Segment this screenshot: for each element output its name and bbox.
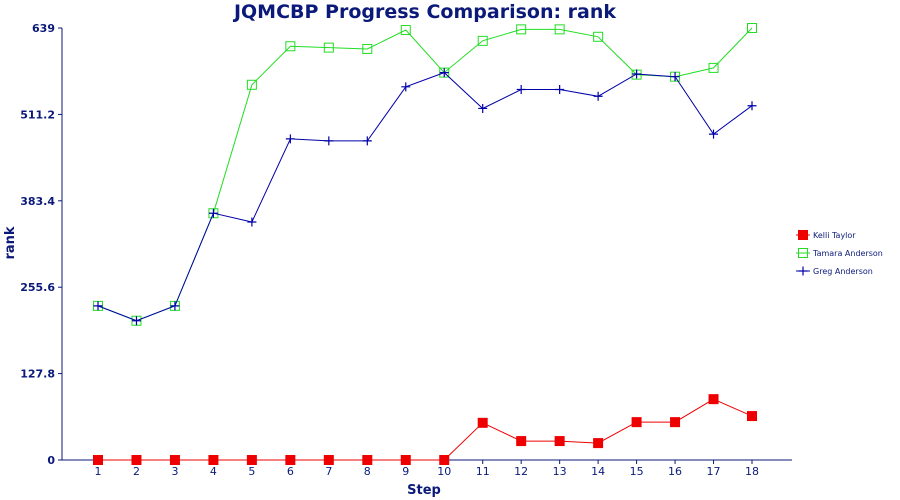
series-layer — [93, 23, 757, 465]
data-point-greg-anderson — [555, 85, 565, 95]
legend-marker — [798, 230, 808, 240]
legend-item-tamara-anderson: Tamara Anderson — [796, 248, 883, 258]
data-point-greg-anderson — [131, 316, 141, 326]
data-point-kelli-taylor — [477, 417, 488, 428]
data-point-tamara-anderson — [477, 35, 488, 46]
data-point-greg-anderson — [247, 217, 257, 227]
x-tick-label: 10 — [437, 465, 451, 478]
data-point-tamara-anderson — [400, 25, 411, 36]
legend-label: Tamara Anderson — [812, 249, 883, 258]
data-point-greg-anderson — [593, 91, 603, 101]
data-point-kelli-taylor — [747, 411, 757, 422]
x-tick-label: 8 — [364, 465, 371, 478]
data-point-tamara-anderson — [362, 43, 373, 54]
data-point-greg-anderson — [709, 129, 719, 139]
y-tick-label: 639 — [32, 22, 55, 35]
data-point-tamara-anderson — [516, 24, 527, 35]
x-tick-label: 15 — [630, 465, 644, 478]
data-point-greg-anderson — [324, 136, 334, 146]
x-tick-label: 18 — [745, 465, 759, 478]
data-point-kelli-taylor — [169, 455, 180, 465]
series-greg-anderson — [93, 68, 757, 326]
data-point-greg-anderson — [170, 301, 180, 311]
data-point-greg-anderson — [478, 103, 488, 113]
legend-item-greg-anderson: Greg Anderson — [796, 266, 873, 276]
x-tick-label: 13 — [553, 465, 567, 478]
data-point-greg-anderson — [401, 82, 411, 92]
x-tick-label: 11 — [476, 465, 490, 478]
data-point-greg-anderson — [670, 72, 680, 82]
data-point-kelli-taylor — [93, 455, 103, 465]
data-point-greg-anderson — [208, 208, 218, 218]
data-point-kelli-taylor — [708, 394, 719, 405]
data-point-tamara-anderson — [708, 62, 719, 73]
x-tick-label: 17 — [707, 465, 721, 478]
data-point-kelli-taylor — [631, 417, 642, 428]
data-point-kelli-taylor — [516, 436, 527, 447]
data-point-kelli-taylor — [285, 455, 296, 465]
x-tick-label: 1 — [95, 465, 102, 478]
data-point-kelli-taylor — [246, 455, 257, 465]
chart-title: JQMCBP Progress Comparison: rank — [232, 1, 616, 23]
data-point-greg-anderson — [439, 68, 449, 78]
series-line-tamara-anderson — [97, 27, 753, 322]
data-point-kelli-taylor — [439, 455, 450, 465]
x-tick-label: 14 — [591, 465, 605, 478]
legend-label: Greg Anderson — [813, 267, 873, 276]
data-point-kelli-taylor — [554, 436, 565, 447]
data-point-greg-anderson — [362, 136, 372, 146]
y-axis-label: rank — [3, 226, 18, 259]
data-point-greg-anderson — [632, 69, 642, 79]
data-point-tamara-anderson — [554, 24, 565, 35]
data-point-tamara-anderson — [323, 42, 334, 53]
legend: Kelli Taylor Tamara Anderson Greg Anderson — [796, 230, 883, 276]
legend-label: Kelli Taylor — [813, 231, 856, 240]
data-point-kelli-taylor — [323, 455, 334, 465]
data-point-greg-anderson — [516, 85, 526, 95]
data-point-tamara-anderson — [285, 41, 296, 52]
x-tick-label: 7 — [325, 465, 332, 478]
data-point-tamara-anderson — [593, 31, 604, 42]
data-point-kelli-taylor — [208, 455, 219, 465]
series-tamara-anderson — [93, 23, 757, 326]
legend-marker — [798, 248, 808, 258]
x-tick-label: 6 — [287, 465, 294, 478]
data-point-kelli-taylor — [400, 455, 411, 465]
series-line-greg-anderson — [97, 72, 753, 322]
series-kelli-taylor — [93, 394, 757, 465]
x-axis-label: Step — [407, 483, 441, 498]
data-point-kelli-taylor — [362, 455, 373, 465]
x-tick-label: 12 — [514, 465, 528, 478]
y-tick-label: 127.8 — [20, 368, 55, 381]
data-point-greg-anderson — [285, 134, 295, 144]
x-tick-label: 9 — [402, 465, 409, 478]
data-point-kelli-taylor — [593, 438, 604, 449]
series-line-kelli-taylor — [98, 398, 753, 461]
y-tick-label: 383.4 — [20, 195, 55, 208]
data-point-kelli-taylor — [131, 455, 142, 465]
legend-marker — [798, 266, 808, 276]
data-point-kelli-taylor — [670, 417, 681, 428]
x-tick-label: 3 — [171, 465, 178, 478]
data-point-greg-anderson — [93, 301, 103, 311]
data-point-greg-anderson — [747, 101, 757, 111]
x-tick-label: 5 — [248, 465, 255, 478]
data-point-tamara-anderson — [747, 23, 757, 33]
x-tick-label: 4 — [210, 465, 217, 478]
y-tick-label: 255.6 — [20, 281, 55, 294]
x-tick-label: 2 — [133, 465, 140, 478]
legend-item-kelli-taylor: Kelli Taylor — [796, 230, 856, 240]
y-tick-label: 0 — [47, 454, 55, 467]
data-point-tamara-anderson — [246, 79, 257, 90]
x-tick-label: 16 — [668, 465, 682, 478]
y-tick-label: 511.2 — [20, 108, 55, 121]
